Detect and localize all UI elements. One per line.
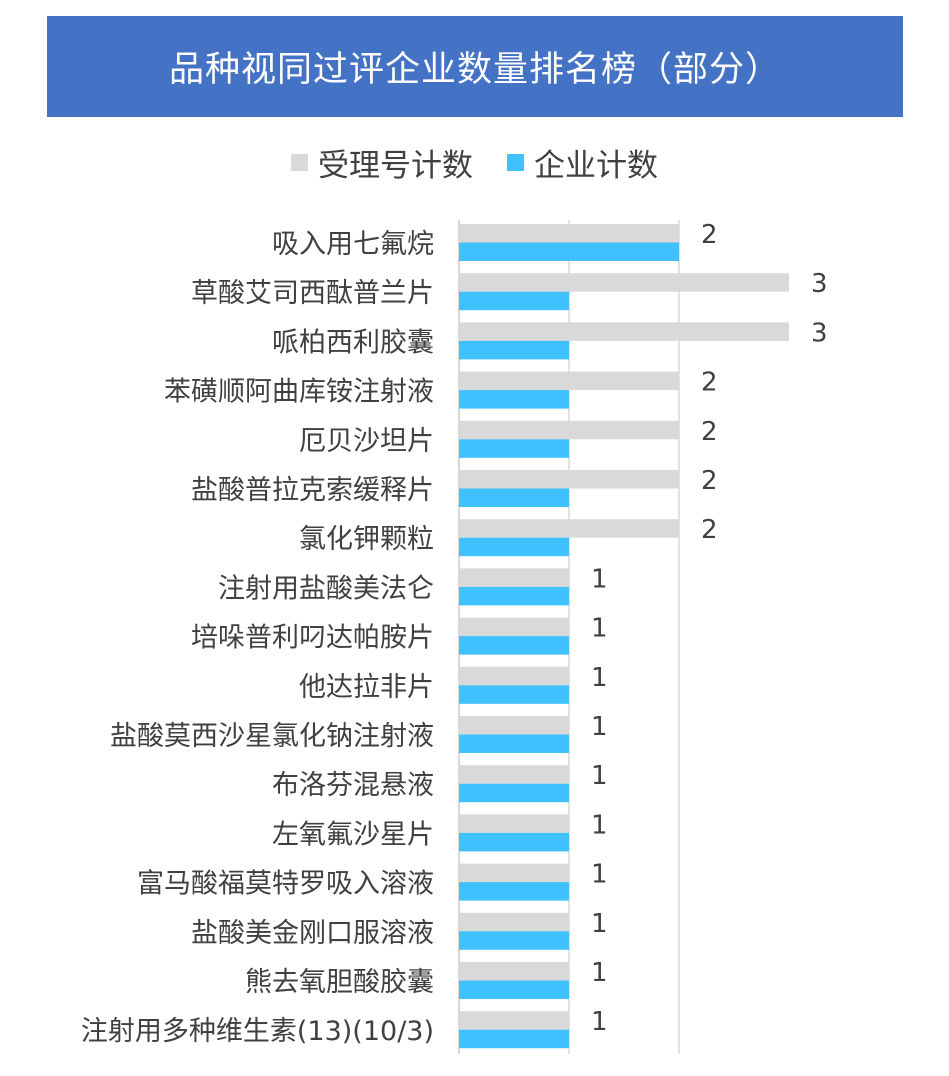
bar-series-a (459, 1011, 569, 1030)
category-label: 他达拉非片 (299, 672, 434, 703)
data-label: 2 (701, 466, 718, 496)
bar-series-a (459, 420, 679, 440)
category-label: 熊去氧胆酸胶囊 (245, 967, 434, 998)
category-label: 盐酸莫西沙星氯化钠注射液 (110, 721, 434, 752)
bar-series-b (459, 586, 569, 606)
bar-series-a (459, 371, 679, 391)
category-label: 苯磺顺阿曲库铵注射液 (164, 377, 434, 408)
data-label: 2 (701, 220, 718, 250)
bar-series-b (459, 340, 569, 360)
bar-series-a (459, 322, 789, 341)
bar-series-a (459, 568, 569, 587)
legend-label-series-a: 受理号计数 (318, 148, 473, 184)
data-label: 1 (591, 761, 608, 791)
category-label: 布洛芬混悬液 (272, 770, 434, 801)
data-label: 1 (591, 909, 608, 939)
bar-series-b (459, 537, 569, 557)
data-label: 1 (591, 564, 608, 594)
data-label: 2 (701, 368, 718, 398)
category-label: 培哚普利叼达帕胺片 (191, 623, 434, 654)
bar-series-b (459, 783, 569, 803)
data-label: 2 (701, 515, 718, 545)
bar-series-a (459, 470, 679, 489)
bar-series-a (459, 617, 569, 637)
bar-series-a (459, 519, 679, 538)
category-label: 注射用盐酸美法仑 (218, 573, 434, 604)
bar-series-b (459, 882, 569, 901)
bar-series-a (459, 863, 569, 883)
bar-series-b (459, 832, 569, 852)
category-label: 左氧氟沙星片 (272, 819, 434, 850)
bar-series-b (459, 1029, 569, 1049)
category-label: 厄贝沙坦片 (299, 426, 434, 457)
data-label: 1 (591, 663, 608, 693)
data-label: 3 (811, 318, 828, 348)
data-label: 2 (701, 417, 718, 447)
legend-swatch-series-b (507, 154, 524, 171)
data-label: 1 (591, 1007, 608, 1037)
bar-series-b (459, 734, 569, 753)
category-label: 吸入用七氟烷 (272, 229, 434, 260)
bar-series-b (459, 980, 569, 999)
category-label: 草酸艾司西酞普兰片 (191, 278, 434, 309)
legend-item-series-b: 企业计数 (507, 140, 658, 185)
chart-legend: 受理号计数 企业计数 (0, 140, 949, 185)
bar-series-a (459, 716, 569, 735)
category-label: 注射用多种维生素(13)(10/3) (81, 1016, 434, 1047)
bar-series-b (459, 636, 569, 655)
bar-series-a (459, 765, 569, 784)
legend-item-series-a: 受理号计数 (291, 140, 473, 185)
data-label: 1 (591, 712, 608, 742)
bar-series-a (459, 962, 569, 981)
category-label: 盐酸普拉克索缓释片 (191, 475, 434, 506)
data-label: 3 (811, 269, 828, 299)
bar-series-a (459, 224, 679, 243)
category-label: 盐酸美金刚口服溶液 (191, 918, 434, 949)
bar-series-b (459, 488, 569, 507)
bar-series-a (459, 666, 569, 686)
category-label: 富马酸福莫特罗吸入溶液 (137, 869, 434, 900)
bar-series-a (459, 814, 569, 833)
bar-series-b (459, 439, 569, 458)
bar-series-b (459, 242, 679, 261)
data-label: 1 (591, 614, 608, 644)
bar-series-b (459, 390, 569, 409)
legend-label-series-b: 企业计数 (534, 148, 658, 184)
bar-series-b (459, 291, 569, 311)
bar-series-a (459, 273, 789, 292)
bar-series-a (459, 912, 569, 932)
legend-swatch-series-a (291, 154, 308, 171)
bar-series-b (459, 931, 569, 950)
data-label: 1 (591, 860, 608, 890)
data-label: 1 (591, 958, 608, 988)
category-label: 氯化钾颗粒 (299, 524, 434, 555)
chart-title-banner: 品种视同过评企业数量排名榜（部分） (47, 16, 903, 117)
data-label: 1 (591, 810, 608, 840)
chart-title: 品种视同过评企业数量排名榜（部分） (168, 50, 781, 90)
bar-series-b (459, 685, 569, 704)
category-label: 哌柏西利胶囊 (272, 327, 434, 358)
